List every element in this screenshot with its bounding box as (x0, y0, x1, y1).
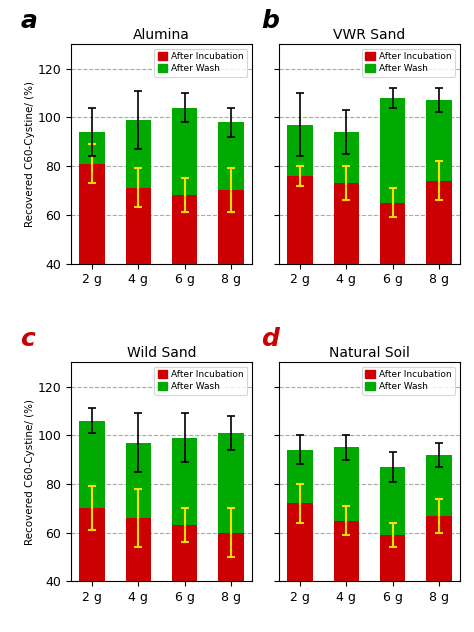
Bar (426, 516, 452, 632)
Bar (287, 125, 313, 176)
Y-axis label: Recovered C60-Cystine/ (%): Recovered C60-Cystine/ (%) (25, 399, 35, 545)
Bar (126, 120, 151, 188)
Bar (287, 504, 313, 632)
Legend: After Incubation, After Wash: After Incubation, After Wash (362, 49, 455, 77)
Text: c: c (20, 327, 36, 351)
Title: Wild Sand: Wild Sand (127, 346, 196, 360)
Bar (218, 533, 244, 632)
Bar (426, 181, 452, 361)
Bar (334, 521, 359, 632)
Title: Natural Soil: Natural Soil (329, 346, 410, 360)
Title: VWR Sand: VWR Sand (333, 28, 406, 42)
Text: d: d (261, 327, 279, 351)
Bar (380, 535, 405, 632)
Bar (126, 442, 151, 518)
Bar (334, 447, 359, 521)
Bar (79, 164, 105, 361)
Bar (287, 450, 313, 504)
Legend: After Incubation, After Wash: After Incubation, After Wash (154, 367, 247, 395)
Legend: After Incubation, After Wash: After Incubation, After Wash (154, 49, 247, 77)
Y-axis label: Recovered C60-Cystine/ (%): Recovered C60-Cystine/ (%) (25, 81, 35, 227)
Bar (172, 107, 197, 195)
Text: a: a (20, 9, 37, 33)
Bar (126, 188, 151, 361)
Bar (79, 132, 105, 164)
Bar (380, 467, 405, 535)
Bar (426, 455, 452, 516)
Bar (79, 421, 105, 508)
Bar (79, 508, 105, 632)
Bar (218, 190, 244, 361)
Bar (172, 438, 197, 525)
Bar (126, 518, 151, 632)
Legend: After Incubation, After Wash: After Incubation, After Wash (362, 367, 455, 395)
Bar (172, 195, 197, 361)
Bar (287, 176, 313, 361)
Bar (172, 525, 197, 632)
Bar (334, 183, 359, 361)
Text: b: b (261, 9, 279, 33)
Title: Alumina: Alumina (133, 28, 190, 42)
Bar (218, 122, 244, 190)
Bar (380, 98, 405, 203)
Bar (218, 433, 244, 533)
Bar (426, 100, 452, 181)
Bar (334, 132, 359, 183)
Bar (380, 203, 405, 361)
